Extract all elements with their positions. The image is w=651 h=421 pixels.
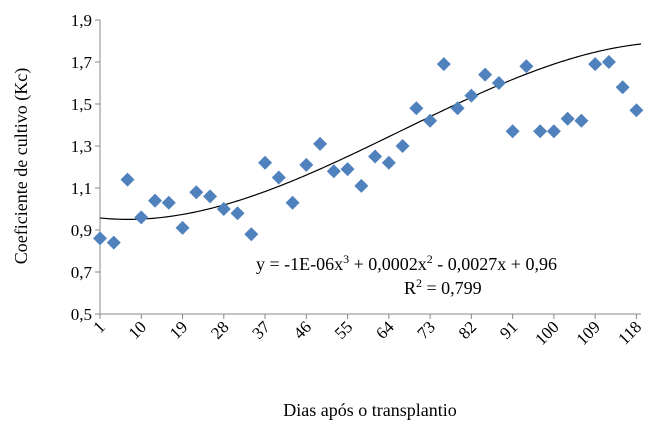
data-points — [93, 55, 644, 250]
y-tick-label: 1,1 — [71, 179, 92, 198]
data-point — [450, 101, 465, 116]
data-point — [326, 164, 341, 179]
data-point — [574, 113, 589, 128]
x-tick-label: 118 — [614, 317, 645, 348]
data-point — [285, 195, 300, 210]
data-point — [175, 220, 190, 235]
data-point — [505, 124, 520, 139]
x-tick-label: 109 — [573, 317, 604, 348]
x-tick-label: 82 — [455, 317, 480, 342]
x-tick-label: 28 — [207, 317, 232, 342]
y-axis-ticks: 0,5 0,7 0,9 1,1 1,3 1,5 1,7 1,9 — [71, 11, 100, 324]
data-point — [491, 76, 506, 90]
data-point — [161, 195, 176, 210]
x-tick-label: 91 — [496, 317, 521, 342]
x-tick-label: 46 — [290, 317, 315, 342]
data-point — [299, 157, 314, 172]
x-tick-label: 1 — [89, 317, 108, 336]
x-tick-label: 10 — [125, 317, 150, 342]
data-point — [546, 124, 561, 139]
trend-equation: y = -1E-06x3 + 0,0002x2 - 0,0027x + 0,96 — [256, 252, 557, 274]
data-point — [423, 113, 438, 128]
x-tick-label: 55 — [331, 317, 356, 342]
data-point — [134, 210, 149, 225]
y-tick-label: 1,3 — [71, 137, 92, 156]
data-point — [93, 231, 107, 246]
x-tick-label: 19 — [166, 317, 191, 342]
data-point — [148, 193, 163, 208]
data-point — [230, 206, 245, 221]
trend-r2: R2 = 0,799 — [404, 276, 482, 298]
data-point — [560, 111, 575, 126]
data-point — [464, 88, 479, 103]
x-axis-ticks: 1 10 19 28 37 46 55 64 73 82 91 100 109 118 — [89, 314, 645, 349]
data-point — [120, 172, 135, 187]
data-point — [354, 178, 369, 193]
data-point — [368, 149, 383, 164]
x-tick-label: 64 — [372, 317, 398, 343]
data-point — [313, 136, 328, 151]
x-tick-label: 37 — [248, 317, 274, 343]
y-tick-label: 1,7 — [71, 53, 93, 72]
data-point — [216, 202, 231, 216]
data-point — [601, 55, 616, 69]
data-point — [395, 139, 410, 153]
x-tick-label: 73 — [413, 317, 438, 342]
x-tick-label: 100 — [531, 317, 562, 348]
data-point — [409, 101, 424, 116]
x-axis-title: Dias após o transplantio — [283, 400, 456, 420]
data-point — [478, 67, 493, 82]
data-point — [258, 155, 273, 170]
data-point — [340, 162, 355, 177]
data-point — [203, 189, 218, 204]
y-tick-label: 0,7 — [71, 263, 93, 282]
trendline — [99, 43, 642, 220]
y-axis-title: Coeficiente de cultivo (Kc) — [11, 68, 32, 264]
y-tick-label: 0,9 — [71, 221, 92, 240]
data-point — [436, 57, 451, 72]
data-point — [189, 185, 204, 200]
y-tick-label: 0,5 — [71, 305, 92, 324]
data-point — [588, 57, 603, 72]
data-point — [629, 103, 644, 118]
y-tick-label: 1,5 — [71, 95, 92, 114]
data-point — [244, 227, 259, 242]
data-point — [519, 59, 534, 74]
y-tick-label: 1,9 — [71, 11, 92, 30]
data-point — [271, 170, 286, 185]
data-point — [533, 124, 548, 139]
data-point — [381, 155, 396, 170]
data-point — [106, 235, 121, 250]
data-point — [615, 80, 630, 95]
